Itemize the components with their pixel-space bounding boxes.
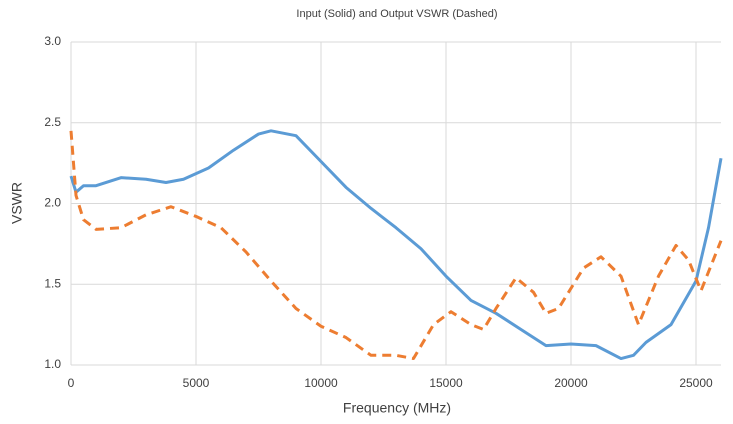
y-axis-label: VSWR bbox=[9, 182, 25, 224]
y-tick-label: 2.0 bbox=[44, 196, 61, 210]
series-line bbox=[69, 130, 723, 361]
x-tick-label: 25000 bbox=[679, 376, 713, 390]
y-tick-label: 2.5 bbox=[44, 115, 61, 129]
y-tick-label: 1.5 bbox=[44, 276, 61, 290]
series-line bbox=[69, 129, 723, 361]
chart-title: Input (Solid) and Output VSWR (Dashed) bbox=[296, 8, 497, 20]
x-axis-label: Frequency (MHz) bbox=[343, 400, 451, 416]
x-tick-label: 5000 bbox=[183, 376, 210, 390]
x-tick-label: 20000 bbox=[554, 376, 588, 390]
x-tick-label: 0 bbox=[68, 376, 75, 390]
y-tick-label: 1.0 bbox=[44, 357, 61, 371]
x-tick-label: 10000 bbox=[304, 376, 338, 390]
y-tick-label: 3.0 bbox=[44, 34, 61, 48]
x-tick-label: 15000 bbox=[429, 376, 463, 390]
